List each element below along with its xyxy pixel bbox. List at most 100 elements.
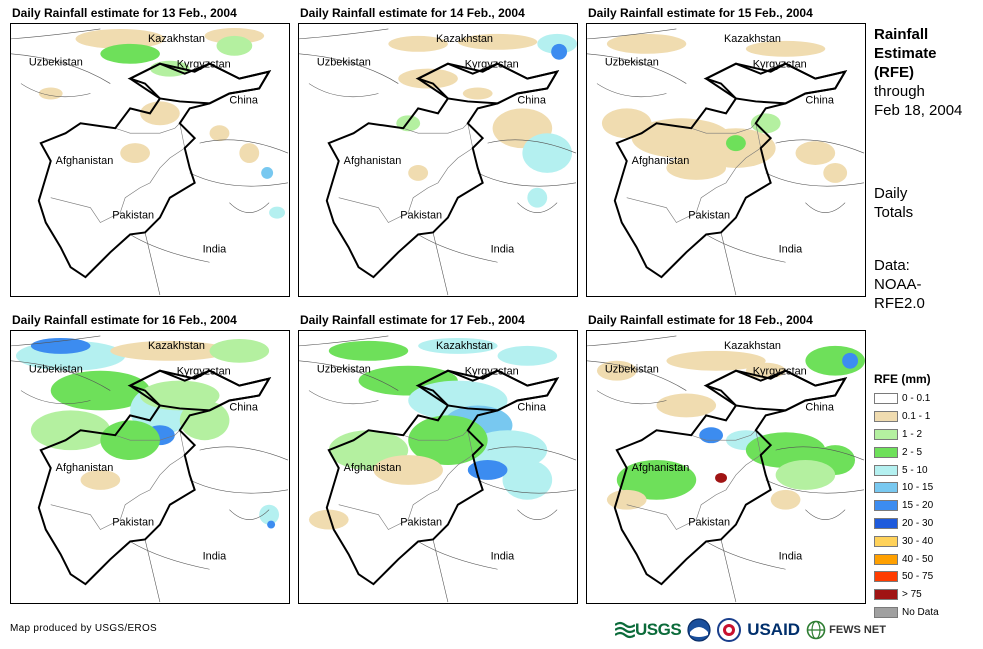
legend-label: 5 - 10 [902,464,928,476]
rainfall-area [775,460,836,490]
rainfall-area [497,345,558,366]
label-afghanistan: Afghanistan [56,462,114,474]
title-line: Estimate [874,45,937,62]
rainfall-area [179,400,230,441]
rainfall-area [269,206,286,219]
globe-icon [806,620,826,640]
rainfall-map: Kazakhstan Uzbekistan Kyrgyzstan China A… [299,28,577,296]
legend-item: 5 - 10 [874,461,939,479]
daily-line: Totals [874,204,914,221]
label-uzbekistan: Uzbekistan [605,57,659,69]
label-kazakhstan: Kazakhstan [148,33,205,45]
label-kazakhstan: Kazakhstan [148,340,205,352]
label-kyrgyzstan: Kyrgyzstan [753,59,807,71]
rainfall-layer [38,27,286,219]
data-line: RFE2.0 [874,295,925,312]
rainfall-area [259,504,280,525]
label-india: India [779,243,804,255]
rainfall-layer [15,337,280,529]
legend-swatch [874,446,898,458]
rainfall-area [30,410,111,451]
label-kyrgyzstan: Kyrgyzstan [753,366,807,378]
admin-lines [11,335,289,603]
map-series-title: Rainfall Estimate (RFE) through Feb 18, … [874,25,962,120]
legend-label: 10 - 15 [902,482,934,494]
province-lines [626,429,762,530]
label-kazakhstan: Kazakhstan [724,33,781,45]
rainfall-area [715,472,727,483]
fews-net-logo: FEWS NET [806,620,886,640]
panel-title: Daily Rainfall estimate for 15 Feb., 200… [588,6,813,20]
label-afghanistan: Afghanistan [344,155,402,167]
legend-item: 20 - 30 [874,515,939,533]
legend-label: 2 - 5 [902,446,923,458]
label-china: China [805,94,834,106]
province-lines [50,429,186,530]
label-pakistan: Pakistan [112,210,154,222]
map-frame: Kazakhstan Uzbekistan Kyrgyzstan China A… [586,330,866,604]
label-afghanistan: Afghanistan [632,155,690,167]
legend-swatch [874,535,898,547]
rainfall-map-panel: Daily Rainfall estimate for 17 Feb., 200… [298,313,578,604]
label-uzbekistan: Uzbekistan [605,364,659,376]
label-china: China [229,94,258,106]
rainfall-map: Kazakhstan Uzbekistan Kyrgyzstan China A… [587,335,865,603]
rainfall-area [388,35,448,52]
noaa-seal-icon [687,618,711,642]
rainfall-area [462,87,493,100]
map-frame: Kazakhstan Uzbekistan Kyrgyzstan China A… [298,330,578,604]
label-uzbekistan: Uzbekistan [317,364,371,376]
rainfall-area [110,340,230,361]
legend-item: > 75 [874,586,939,604]
legend-label: 50 - 75 [902,571,934,583]
label-china: China [517,94,546,106]
title-date: Feb 18, 2004 [874,102,963,119]
data-line: NOAA- [874,276,922,293]
rainfall-area [418,337,498,354]
legend-label: 15 - 20 [902,500,934,512]
legend-item: 0 - 0.1 [874,390,939,408]
legend-swatch [874,500,898,512]
rainfall-area [408,164,429,181]
rainfall-area [726,135,746,152]
legend-label: 20 - 30 [902,517,934,529]
rainfall-area [100,43,160,64]
logo-strip: USGS USAID FEWS NET [615,616,892,644]
daily-totals-note: Daily Totals [874,184,913,222]
rainfall-area [699,427,724,444]
province-lines [338,429,474,530]
label-kyrgyzstan: Kyrgyzstan [465,366,519,378]
rainfall-area [140,101,180,126]
legend-swatch [874,553,898,565]
legend-swatch [874,517,898,529]
rainfall-area [745,40,826,57]
panel-title: Daily Rainfall estimate for 13 Feb., 200… [12,6,237,20]
panel-title: Daily Rainfall estimate for 18 Feb., 200… [588,313,813,327]
label-india: India [779,550,804,562]
map-frame: Kazakhstan Uzbekistan Kyrgyzstan China A… [10,23,290,297]
legend-label: 40 - 50 [902,553,934,565]
kyrgyzstan-border [704,62,848,105]
legend-label: > 75 [902,589,922,601]
nws-logo [717,618,742,642]
legend-item: 50 - 75 [874,568,939,586]
rainfall-area [50,370,150,411]
rainfall-area [308,509,349,530]
rainfall-area [209,338,270,363]
rainfall-map: Kazakhstan Uzbekistan Kyrgyzstan China A… [587,28,865,296]
legend-item: 1 - 2 [874,426,939,444]
rfe-legend: RFE (mm) 0 - 0.1 0.1 - 1 1 - 2 2 - 5 5 -… [874,372,939,621]
legend-item: 2 - 5 [874,443,939,461]
admin-lines [587,28,865,296]
label-india: India [203,550,228,562]
rainfall-map-panel: Daily Rainfall estimate for 15 Feb., 200… [586,6,866,297]
legend-label: 1 - 2 [902,428,923,440]
usgs-logo: USGS [615,620,682,640]
rainfall-area [267,520,276,529]
legend-label: 0.1 - 1 [902,411,931,423]
usaid-logo: USAID [747,620,800,640]
province-lines [50,122,186,223]
label-india: India [491,550,516,562]
label-india: India [491,243,516,255]
kyrgyzstan-border [704,369,848,412]
